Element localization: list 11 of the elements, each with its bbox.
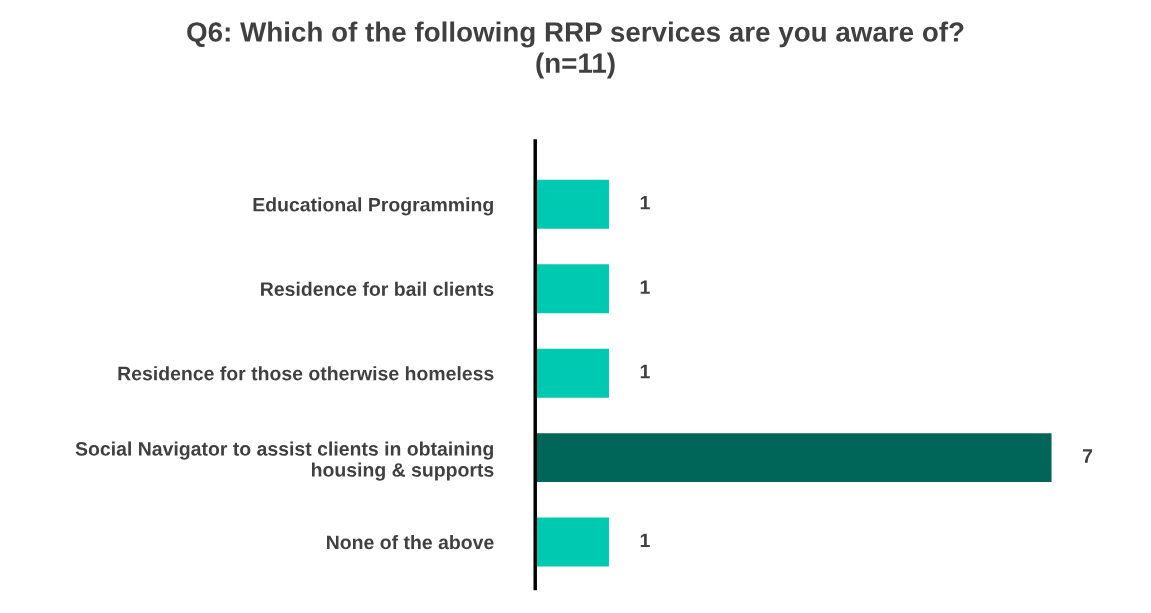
data-label: 1 (640, 533, 650, 548)
data-label: 1 (640, 195, 650, 210)
y-tick-label: Residence for those otherwise homeless (118, 366, 494, 381)
chart-title: Q6: Which of the following RRP services are you aware of? (n=11) (187, 21, 964, 79)
y-tick-label: None of the above (327, 535, 494, 550)
data-label: 1 (640, 280, 650, 294)
y-tick-label: Social Navigator to assist clients in obtaining housing & supports (75, 441, 494, 481)
data-label: 7 (1082, 449, 1093, 463)
y-tick-label: Residence for bail clients (261, 281, 494, 296)
y-tick-label: Educational Programming (253, 197, 493, 216)
data-label: 1 (640, 364, 650, 379)
